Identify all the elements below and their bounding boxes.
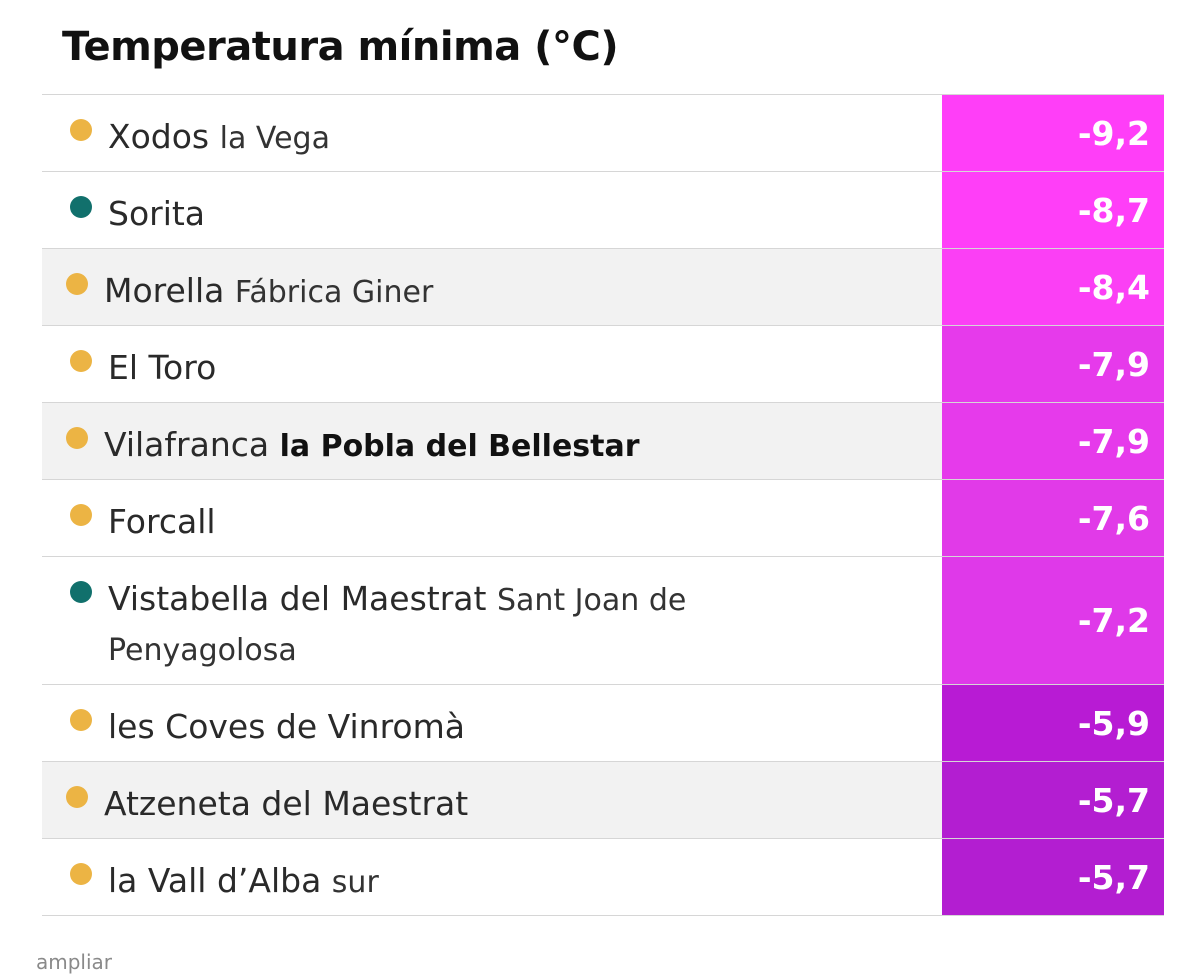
table-row[interactable]: El Toro -7,9 (42, 326, 1164, 403)
station-dot-orange-icon (66, 273, 88, 295)
station-name: Vistabella del Maestrat (108, 579, 487, 618)
station-name: Forcall (108, 502, 216, 541)
station-location: sur (331, 865, 379, 900)
table-row[interactable]: la Vall d’Alba sur -5,7 (42, 839, 1164, 916)
temperature-value: -8,4 (942, 249, 1164, 325)
station-dot-orange-icon (70, 350, 92, 372)
station-dot-orange-icon (70, 709, 92, 731)
temperature-value: -5,7 (942, 839, 1164, 915)
temperature-value: -7,2 (942, 557, 1164, 684)
station-location: la Vega (219, 121, 330, 156)
station-cell: les Coves de Vinromà (42, 685, 942, 761)
table-row[interactable]: Vilafranca la Pobla del Bellestar -7,9 (42, 403, 1164, 480)
temperature-value: -5,9 (942, 685, 1164, 761)
table-row[interactable]: Xodos la Vega -9,2 (42, 95, 1164, 172)
station-location: Sant Joan de Penyagolosa (108, 583, 687, 668)
station-dot-orange-icon (70, 863, 92, 885)
station-cell: la Vall d’Alba sur (42, 839, 942, 915)
table-row[interactable]: Vistabella del Maestrat Sant Joan de Pen… (42, 557, 1164, 685)
table-row[interactable]: Forcall -7,6 (42, 480, 1164, 557)
station-dot-orange-icon (70, 504, 92, 526)
temperature-value: -7,9 (942, 326, 1164, 402)
station-name: Morella (104, 271, 225, 310)
expand-link[interactable]: ampliar (36, 950, 113, 974)
station-dot-orange-icon (66, 786, 88, 808)
station-cell: Morella Fábrica Giner (42, 249, 942, 325)
table-row[interactable]: Atzeneta del Maestrat -5,7 (42, 762, 1164, 839)
station-name: Sorita (108, 194, 206, 233)
station-name: Vilafranca (104, 425, 270, 464)
page-title: Temperatura mínima (°C) (62, 24, 619, 70)
station-cell: Sorita (42, 172, 942, 248)
table-row[interactable]: Sorita -8,7 (42, 172, 1164, 249)
temperature-value: -7,6 (942, 480, 1164, 556)
station-cell: Xodos la Vega (42, 95, 942, 171)
station-dot-teal-icon (70, 196, 92, 218)
temperature-value: -9,2 (942, 95, 1164, 171)
station-cell: El Toro (42, 326, 942, 402)
station-name: les Coves de Vinromà (108, 707, 465, 746)
temperature-value: -7,9 (942, 403, 1164, 479)
station-cell: Vilafranca la Pobla del Bellestar (42, 403, 942, 479)
station-name: la Vall d’Alba (108, 861, 322, 900)
station-name: Xodos (108, 117, 210, 156)
station-cell: Forcall (42, 480, 942, 556)
temperature-value: -5,7 (942, 762, 1164, 838)
station-dot-orange-icon (66, 427, 88, 449)
station-cell: Atzeneta del Maestrat (42, 762, 942, 838)
station-dot-orange-icon (70, 119, 92, 141)
station-location: Fábrica Giner (234, 275, 434, 310)
station-cell: Vistabella del Maestrat Sant Joan de Pen… (42, 557, 942, 684)
station-name: El Toro (108, 348, 217, 387)
min-temperature-table: Xodos la Vega -9,2 Sorita -8,7 Morella Fábri… (42, 94, 1164, 916)
station-location: la Pobla del Bellestar (279, 429, 640, 464)
temperature-value: -8,7 (942, 172, 1164, 248)
station-name: Atzeneta del Maestrat (104, 784, 469, 823)
table-row[interactable]: les Coves de Vinromà -5,9 (42, 685, 1164, 762)
station-dot-teal-icon (70, 581, 92, 603)
table-row[interactable]: Morella Fábrica Giner -8,4 (42, 249, 1164, 326)
